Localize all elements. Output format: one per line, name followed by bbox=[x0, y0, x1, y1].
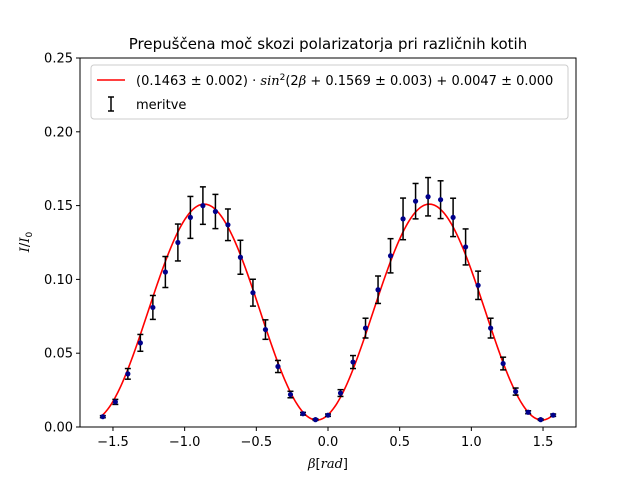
y-axis-title: I/I0 bbox=[18, 232, 35, 254]
data-point bbox=[463, 244, 469, 250]
legend-measure-label: meritve bbox=[136, 98, 186, 113]
data-point bbox=[337, 390, 344, 396]
data-point bbox=[362, 325, 369, 331]
data-point bbox=[187, 214, 193, 221]
y-tick-label: 0.05 bbox=[44, 347, 73, 362]
x-tick-label: −1.0 bbox=[169, 435, 201, 450]
data-point bbox=[350, 359, 356, 365]
data-point bbox=[550, 412, 556, 418]
data-point bbox=[175, 239, 181, 246]
legend: (0.1463 ± 0.002) · sin2(2β + 0.1569 ± 0.… bbox=[90, 64, 569, 120]
plot-frame bbox=[79, 57, 577, 428]
legend-fit-label: (0.1463 ± 0.002) · sin2(2β + 0.1569 ± 0.… bbox=[136, 73, 553, 89]
data-point bbox=[538, 417, 544, 423]
y-tick-label: 0.10 bbox=[44, 273, 73, 288]
data-point bbox=[425, 194, 431, 200]
x-tick-label: 0.5 bbox=[389, 435, 410, 450]
y-tick-label: 0.20 bbox=[44, 125, 73, 140]
data-point bbox=[525, 409, 531, 415]
data-point bbox=[387, 253, 394, 259]
data-point bbox=[212, 208, 219, 215]
data-point bbox=[112, 399, 118, 405]
y-tick-label: 0.00 bbox=[44, 421, 73, 436]
data-point bbox=[300, 411, 306, 417]
chart-title: Prepuščena moč skozi polarizatorja pri r… bbox=[129, 35, 527, 53]
data-point bbox=[275, 363, 281, 370]
x-tick-label: 0.0 bbox=[318, 435, 339, 450]
data-point bbox=[125, 371, 131, 377]
data-point bbox=[450, 214, 456, 221]
x-axis-ticks: −1.5 −1.0 −0.5 0.0 0.5 1.0 1.5 bbox=[97, 427, 553, 450]
y-tick-label: 0.15 bbox=[44, 199, 73, 214]
data-point bbox=[412, 198, 419, 204]
data-point bbox=[437, 197, 444, 203]
data-point bbox=[312, 417, 319, 423]
data-point bbox=[400, 216, 406, 222]
data-point bbox=[162, 269, 168, 275]
data-point bbox=[287, 391, 294, 398]
data-point bbox=[513, 388, 519, 395]
data-point bbox=[325, 412, 331, 418]
x-tick-label: 1.5 bbox=[533, 435, 554, 450]
data-point bbox=[137, 340, 143, 346]
data-point bbox=[225, 222, 231, 228]
data-point bbox=[488, 325, 494, 331]
data-point bbox=[475, 282, 481, 288]
x-axis-title: β[rad] bbox=[307, 457, 348, 472]
data-point bbox=[500, 360, 506, 367]
x-tick-label: 1.0 bbox=[461, 435, 482, 450]
data-point bbox=[262, 326, 269, 333]
legend-measure-swatch bbox=[108, 96, 114, 112]
data-point bbox=[150, 304, 156, 311]
data-point bbox=[250, 290, 256, 296]
data-point bbox=[200, 203, 206, 209]
y-axis-ticks: 0.00 0.05 0.10 0.15 0.20 0.25 bbox=[44, 52, 80, 436]
data-point bbox=[100, 414, 106, 420]
legend-box bbox=[90, 64, 569, 120]
x-tick-label: −0.5 bbox=[241, 435, 273, 450]
x-tick-label: −1.5 bbox=[97, 435, 129, 450]
y-tick-label: 0.25 bbox=[44, 52, 73, 67]
data-point bbox=[237, 254, 244, 260]
data-point bbox=[375, 287, 381, 293]
data-point-layer bbox=[100, 194, 556, 423]
